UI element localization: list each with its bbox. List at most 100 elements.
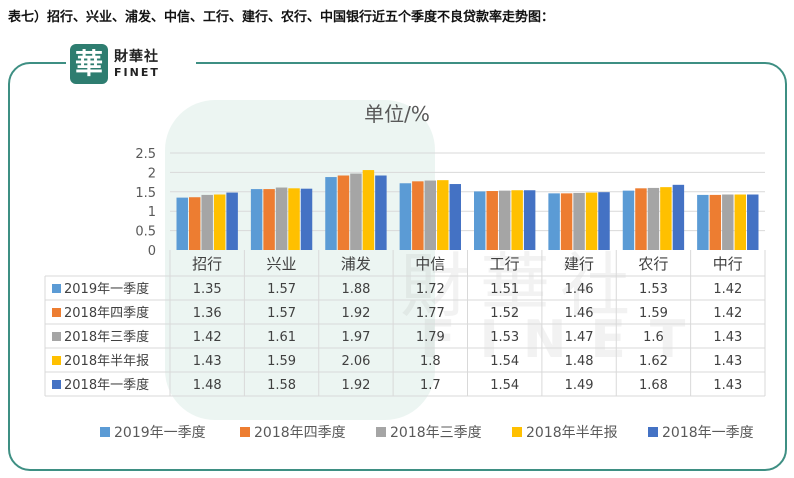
table-cell-value: 1.57 [267, 282, 296, 297]
table-series-name: 2018年三季度 [64, 329, 149, 345]
bar [449, 184, 461, 250]
x-category-label: 农行 [638, 255, 668, 273]
bar [399, 183, 412, 250]
bar [213, 194, 226, 250]
table-cell-value: 1.51 [490, 282, 519, 297]
y-tick-label: 0.5 [135, 225, 156, 240]
bar [325, 177, 337, 250]
bar [437, 180, 449, 250]
table-legend-key [52, 332, 61, 341]
logo-mark: 華 [70, 44, 108, 84]
bar [722, 194, 734, 250]
bar [250, 189, 263, 250]
x-category-label: 建行 [564, 255, 594, 273]
table-cell-value: 1.54 [490, 378, 519, 393]
table-cell-value: 1.48 [565, 354, 594, 369]
table-cell-value: 1.46 [565, 306, 594, 321]
bar [660, 187, 672, 250]
table-cell-value: 1.8 [420, 354, 441, 369]
table-cell-value: 1.79 [416, 330, 445, 345]
bar [635, 188, 647, 250]
y-tick-label: 1 [148, 205, 156, 220]
bar [573, 192, 585, 250]
table-cell-value: 2.06 [341, 354, 370, 369]
table-legend-key [52, 284, 61, 293]
table-series-name: 2019年一季度 [64, 281, 149, 297]
table-cell-value: 1.42 [713, 306, 742, 321]
bar [300, 188, 313, 250]
bar [263, 189, 275, 250]
y-tick-label: 2 [148, 166, 156, 181]
bar [288, 188, 300, 250]
bar [375, 175, 387, 250]
table-cell-value: 1.57 [267, 306, 296, 321]
legend-entry: 2018年一季度 [662, 425, 754, 441]
table-cell-value: 1.43 [713, 354, 742, 369]
y-tick-label: 0 [148, 244, 156, 259]
legend-entry: 2018年半年报 [526, 425, 618, 441]
chart-title: 单位/% [364, 102, 430, 126]
bar [486, 191, 498, 250]
table-cell-value: 1.59 [639, 306, 668, 321]
legend-entry: 2018年三季度 [390, 425, 482, 441]
figure-caption: 表七）招行、兴业、浦发、中信、工行、建行、农行、中国银行近五个季度不良贷款率走势… [8, 10, 555, 25]
table-cell-value: 1.92 [341, 306, 370, 321]
table-cell-value: 1.88 [341, 282, 370, 297]
table-cell-value: 1.43 [713, 378, 742, 393]
bar [585, 192, 598, 250]
bar [560, 193, 573, 250]
table-legend-key [52, 356, 61, 365]
table-cell-value: 1.62 [639, 354, 668, 369]
bar [747, 194, 759, 250]
x-category-label: 中行 [713, 255, 743, 273]
table-cell-value: 1.43 [713, 330, 742, 345]
table-cell-value: 1.97 [341, 330, 370, 345]
bar [734, 194, 747, 250]
bar [511, 190, 523, 250]
bar [362, 170, 375, 250]
bar [474, 191, 486, 250]
table-cell-value: 1.47 [565, 330, 594, 345]
bar [201, 194, 213, 250]
table-cell-value: 1.53 [490, 330, 519, 345]
legend-swatch [376, 427, 386, 437]
bar [275, 187, 288, 250]
table-cell-value: 1.92 [341, 378, 370, 393]
table-cell-value: 1.36 [193, 306, 222, 321]
table-cell-value: 1.58 [267, 378, 296, 393]
table-cell-value: 1.52 [490, 306, 519, 321]
watermark-text-en: FINET [420, 310, 710, 370]
table-series-name: 2018年四季度 [64, 305, 149, 321]
table-cell-value: 1.49 [565, 378, 594, 393]
table-cell-value: 1.68 [639, 378, 668, 393]
table-cell-value: 1.7 [420, 378, 441, 393]
bar [498, 190, 511, 250]
table-cell-value: 1.77 [416, 306, 445, 321]
table-cell-value: 1.43 [193, 354, 222, 369]
legend-entry: 2019年一季度 [114, 425, 206, 441]
bar [622, 190, 635, 250]
table-cell-value: 1.53 [639, 282, 668, 297]
bar [598, 192, 610, 250]
table-cell-value: 1.42 [193, 330, 222, 345]
table-series-name: 2018年一季度 [64, 377, 149, 393]
legend-swatch [100, 427, 110, 437]
table-cell-value: 1.61 [267, 330, 296, 345]
watermark-text-cn: 財華社 [400, 245, 640, 327]
logo-english-name: FINET [114, 66, 160, 79]
bar [188, 197, 201, 250]
y-tick-label: 2.5 [135, 147, 156, 162]
table-cell-value: 1.6 [643, 330, 664, 345]
table-cell-value: 1.54 [490, 354, 519, 369]
bar [226, 192, 238, 250]
legend-swatch [512, 427, 522, 437]
bar [672, 184, 685, 250]
bar [709, 194, 722, 250]
x-category-label: 浦发 [341, 255, 371, 273]
bar [548, 193, 560, 250]
table-cell-value: 1.59 [267, 354, 296, 369]
logo-chinese-name: 財華社 [114, 49, 159, 65]
chart-frame [8, 62, 787, 471]
table-series-name: 2018年半年报 [64, 354, 149, 369]
